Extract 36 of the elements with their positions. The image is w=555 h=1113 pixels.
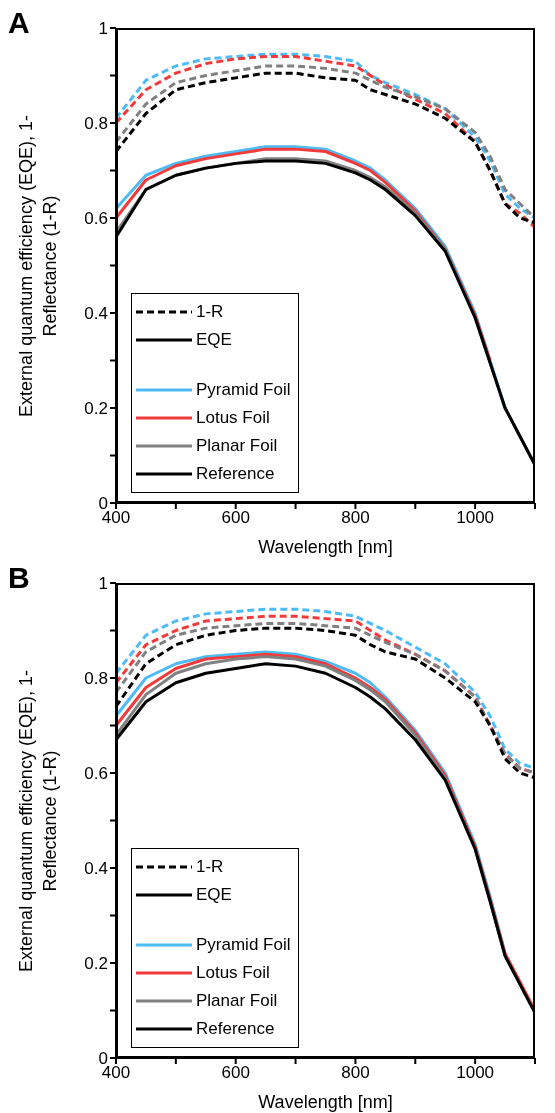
legend-label: Planar Foil [196, 990, 278, 1012]
y-tick-label: 0.4 [84, 304, 108, 324]
y-tick-label: 0.6 [84, 209, 108, 229]
annotation: EQE [196, 329, 232, 351]
y-tick-label: 1 [98, 19, 108, 39]
legend-label: Pyramid Foil [196, 934, 291, 956]
legend-label: Planar Foil [196, 435, 278, 457]
y-axis-title: External quantum efficiency (EQE), 1-Reflectance (1-R) [15, 668, 61, 974]
x-tick-label: 800 [341, 508, 370, 528]
y-tick-label: 0.8 [84, 669, 108, 689]
y-tick-label: 0.2 [84, 954, 108, 974]
x-tick-label: 600 [221, 1063, 250, 1083]
legend-label: Pyramid Foil [196, 379, 291, 401]
y-tick-label: 0.8 [84, 114, 108, 134]
x-tick-label: 1000 [456, 1063, 495, 1083]
y-tick-label: 0.4 [84, 859, 108, 879]
x-tick-label: 1000 [456, 508, 495, 528]
x-tick-label: 400 [101, 1063, 131, 1083]
legend-label: Lotus Foil [196, 407, 270, 429]
y-tick-label: 0.6 [84, 764, 108, 784]
legend-label: Reference [196, 463, 275, 485]
x-tick-label: 600 [221, 508, 250, 528]
y-tick-label: 0.2 [84, 399, 108, 419]
chart-title: B [8, 561, 30, 595]
x-tick-label: 800 [341, 1063, 370, 1083]
chart-title: A [8, 6, 30, 40]
legend-label: Lotus Foil [196, 962, 270, 984]
annotation: EQE [196, 884, 232, 906]
annotation: 1-R [196, 301, 224, 323]
y-axis-title: External quantum efficiency (EQE), 1-Reflectance (1-R) [15, 113, 61, 419]
x-axis-title: Wavelength [nm] [257, 1092, 394, 1113]
y-tick-label: 1 [98, 574, 108, 594]
x-tick-label: 400 [101, 508, 131, 528]
annotation: 1-R [196, 856, 224, 878]
legend-label: Reference [196, 1018, 275, 1040]
x-axis-title: Wavelength [nm] [257, 537, 394, 558]
